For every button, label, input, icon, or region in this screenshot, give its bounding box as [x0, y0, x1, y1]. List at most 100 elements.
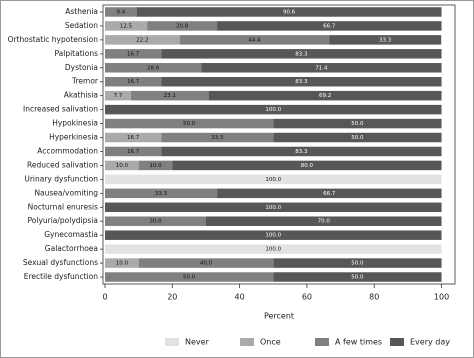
bar-segment [217, 21, 442, 31]
value-label: 40.0 [200, 261, 213, 267]
value-label: 10.0 [116, 163, 129, 169]
value-label: 9.4 [116, 9, 125, 15]
y-tick-label: Asthenia [65, 7, 98, 16]
value-label: 30.0 [149, 219, 162, 225]
bar-segment [105, 160, 139, 171]
y-tick-label: Hypokinesia [52, 119, 98, 128]
bar-segment [105, 132, 162, 143]
value-label: 100.0 [265, 205, 281, 211]
bar-segment [105, 230, 442, 240]
bar-segment [105, 90, 131, 101]
value-label: 71.4 [315, 65, 328, 71]
y-tick-label: Sexual dysfunctions [23, 258, 98, 267]
legend-label: Never [185, 338, 210, 347]
value-label: 50.0 [351, 275, 364, 281]
value-label: 66.7 [323, 23, 336, 29]
value-label: 10.0 [116, 261, 129, 267]
value-label: 22.2 [136, 37, 148, 43]
value-label: 33.3 [379, 37, 392, 43]
y-tick-label: Orthostatic hypotension [8, 35, 99, 44]
bar-segment [205, 216, 442, 226]
bar-segment [105, 63, 202, 73]
legend-label: Every day [410, 338, 450, 347]
y-tick-label: Dystonia [65, 63, 98, 72]
x-tick-label: 20 [167, 293, 177, 302]
bar-segment [105, 188, 218, 199]
value-label: 44.4 [248, 37, 261, 43]
bar-segment [130, 90, 209, 101]
value-label: 80.0 [301, 163, 314, 169]
x-tick-label: 0 [102, 293, 107, 302]
value-label: 12.5 [120, 23, 133, 29]
value-label: 83.3 [295, 149, 308, 155]
x-tick-label: 100 [434, 293, 449, 302]
value-label: 50.0 [351, 261, 364, 267]
legend-swatch [390, 338, 404, 346]
x-tick-label: 80 [369, 293, 379, 302]
x-tick-label: 60 [302, 293, 312, 302]
y-tick-label: Gynecomastia [44, 230, 98, 239]
value-label: 100.0 [265, 177, 281, 183]
bar-segment [172, 160, 442, 171]
y-tick-label: Increased salivation [23, 105, 98, 114]
value-label: 70.0 [318, 219, 331, 225]
legend-swatch [240, 338, 254, 346]
value-label: 90.6 [283, 9, 296, 15]
bar-segment [273, 132, 442, 143]
y-tick-label: Nocturnal enuresis [28, 202, 98, 211]
y-tick-label: Palpitations [54, 49, 98, 58]
bar-segment [105, 244, 442, 254]
bar-segment [179, 35, 330, 45]
bar-segment [105, 7, 137, 17]
value-label: 66.7 [323, 191, 336, 197]
legend-label: Once [260, 338, 281, 347]
y-tick-label: Hyperkinesia [49, 133, 98, 142]
value-label: 16.7 [127, 79, 140, 85]
value-label: 83.3 [295, 79, 308, 85]
bar-segment [105, 49, 162, 59]
y-tick-label: Tremor [71, 77, 99, 86]
bar-segment [161, 49, 442, 59]
bar-segment [105, 21, 148, 31]
legend-swatch [165, 338, 179, 346]
value-label: 69.2 [319, 93, 331, 99]
y-tick-label: Nausea/vomiting [34, 188, 98, 197]
bar-segment [161, 76, 442, 87]
value-label: 33.3 [155, 191, 168, 197]
bar-segment [105, 104, 442, 115]
value-label: 100.0 [265, 247, 281, 253]
value-label: 33.3 [211, 135, 224, 141]
bar-segment [161, 132, 274, 143]
value-label: 23.1 [164, 93, 176, 99]
y-tick-label: Accommodation [37, 146, 98, 155]
y-tick-label: Reduced salivation [27, 160, 98, 169]
value-label: 16.7 [127, 149, 140, 155]
value-label: 16.7 [127, 135, 140, 141]
bar-segment [217, 188, 442, 199]
legend-swatch [315, 338, 329, 346]
bar-segment [273, 118, 442, 129]
bar-segment [105, 146, 162, 157]
y-tick-label: Galactorrhoea [45, 244, 98, 253]
value-label: 20.8 [176, 23, 189, 29]
value-label: 100.0 [265, 107, 281, 113]
x-tick-label: 40 [235, 293, 245, 302]
bar-segment [105, 174, 442, 185]
bar-segment [201, 63, 442, 73]
bar-segment [136, 7, 442, 17]
y-tick-label: Polyuria/polydipsia [28, 216, 98, 225]
bar-segment [147, 21, 218, 31]
bar-segment [208, 90, 442, 101]
bar-segment [105, 76, 162, 87]
value-label: 50.0 [351, 135, 364, 141]
bar-segment [273, 272, 442, 282]
value-label: 28.6 [147, 65, 160, 71]
legend-label: A few times [335, 338, 382, 347]
y-tick-label: Akathisia [64, 91, 98, 100]
y-tick-label: Erectile dysfunction [24, 272, 98, 281]
value-label: 50.0 [183, 275, 196, 281]
value-label: 7.7 [114, 93, 123, 99]
bar-segment [105, 202, 442, 213]
